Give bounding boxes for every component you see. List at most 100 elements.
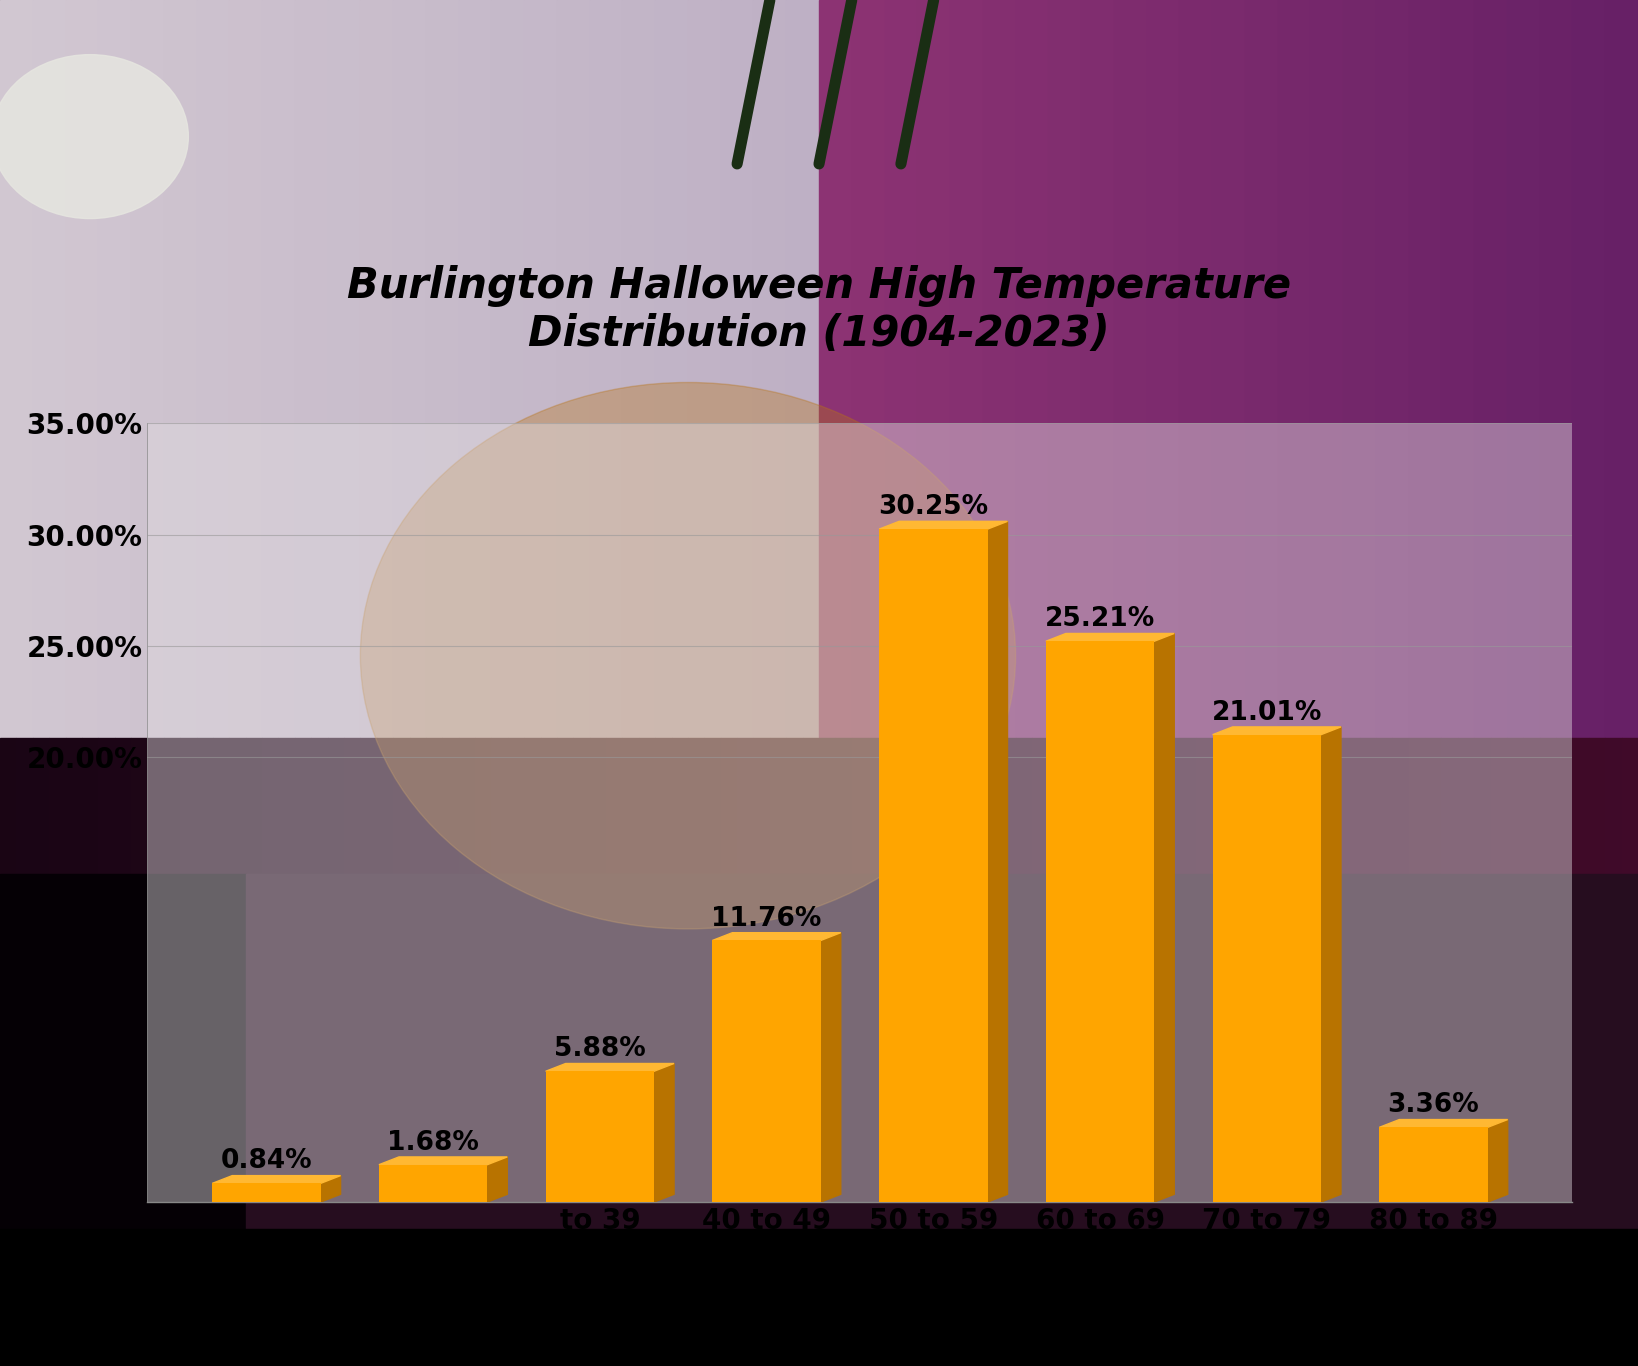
Polygon shape — [713, 933, 840, 940]
Bar — [1491, 738, 1507, 874]
Polygon shape — [378, 1157, 508, 1165]
Bar — [246, 874, 1638, 1229]
Polygon shape — [821, 933, 840, 1202]
Bar — [1540, 0, 1572, 874]
Bar — [1425, 738, 1441, 874]
Bar — [557, 0, 590, 874]
Bar — [1441, 0, 1474, 874]
Bar — [1278, 738, 1294, 874]
Bar — [1147, 738, 1163, 874]
Bar — [1572, 738, 1589, 874]
Bar — [0, 738, 16, 874]
Polygon shape — [213, 1176, 341, 1183]
Bar — [704, 738, 721, 874]
Bar — [1622, 738, 1638, 874]
Bar — [246, 738, 262, 874]
Bar — [278, 738, 295, 874]
Bar — [622, 738, 639, 874]
Bar — [950, 738, 966, 874]
Bar — [1540, 738, 1556, 874]
Text: 5.88%: 5.88% — [554, 1037, 645, 1063]
Bar — [1605, 0, 1638, 874]
Bar — [0, 0, 33, 874]
Bar — [82, 738, 98, 874]
Bar — [393, 738, 410, 874]
Polygon shape — [321, 1176, 341, 1202]
Bar — [786, 0, 819, 874]
Polygon shape — [1379, 1120, 1507, 1127]
Bar — [115, 738, 131, 874]
Bar — [131, 0, 164, 874]
Bar — [1130, 738, 1147, 874]
Bar — [1228, 738, 1245, 874]
Bar — [1343, 0, 1376, 874]
Bar — [98, 738, 115, 874]
Text: Burlington Halloween High Temperature
Distribution (1904-2023): Burlington Halloween High Temperature Di… — [347, 265, 1291, 355]
Bar — [377, 738, 393, 874]
Bar — [803, 738, 819, 874]
Bar — [491, 738, 508, 874]
Text: 30.25%: 30.25% — [878, 494, 988, 520]
Bar — [1196, 738, 1212, 874]
Bar — [1376, 0, 1409, 874]
Bar — [885, 738, 901, 874]
Bar — [1048, 0, 1081, 874]
Bar — [491, 0, 524, 874]
Bar — [213, 738, 229, 874]
Bar — [164, 0, 197, 874]
Bar — [1048, 738, 1065, 874]
Bar — [1294, 738, 1310, 874]
Polygon shape — [654, 1064, 675, 1202]
Bar — [1179, 0, 1212, 874]
Bar — [917, 0, 950, 874]
Bar — [1081, 738, 1097, 874]
Bar — [1179, 0, 1212, 874]
Bar — [917, 738, 934, 874]
Bar — [1310, 0, 1343, 874]
Bar — [590, 0, 622, 874]
Bar — [885, 0, 917, 874]
Bar — [1441, 0, 1474, 874]
Bar — [1379, 1127, 1487, 1202]
Bar — [1212, 0, 1245, 874]
Bar — [655, 738, 672, 874]
Bar — [1212, 0, 1245, 874]
Bar — [1376, 738, 1392, 874]
Bar — [545, 1071, 654, 1202]
Bar — [1032, 738, 1048, 874]
Bar — [426, 0, 459, 874]
Bar — [1343, 738, 1360, 874]
Bar — [1409, 0, 1441, 874]
Polygon shape — [1487, 1120, 1507, 1202]
Bar — [1327, 738, 1343, 874]
Bar — [1245, 0, 1278, 874]
Bar — [1474, 738, 1491, 874]
Bar — [852, 0, 885, 874]
Bar — [1245, 0, 1278, 874]
Bar — [1097, 738, 1114, 874]
Bar — [819, 0, 852, 874]
Bar — [1605, 738, 1622, 874]
Bar — [1540, 0, 1572, 874]
Bar — [147, 738, 164, 874]
Polygon shape — [1212, 727, 1342, 735]
Circle shape — [0, 55, 188, 219]
Bar — [262, 0, 295, 874]
Bar — [1392, 738, 1409, 874]
Bar — [753, 0, 786, 874]
Bar — [16, 738, 33, 874]
Polygon shape — [880, 522, 1007, 529]
Bar — [1409, 0, 1441, 874]
Bar — [229, 738, 246, 874]
Bar — [1081, 0, 1114, 874]
Bar — [360, 738, 377, 874]
Bar — [1360, 738, 1376, 874]
Bar — [721, 0, 753, 874]
Bar — [999, 738, 1016, 874]
Bar — [0, 874, 246, 1229]
Bar — [1081, 0, 1114, 874]
Bar — [213, 1183, 321, 1202]
Bar — [1343, 0, 1376, 874]
Bar — [1376, 0, 1409, 874]
Bar — [1147, 0, 1179, 874]
